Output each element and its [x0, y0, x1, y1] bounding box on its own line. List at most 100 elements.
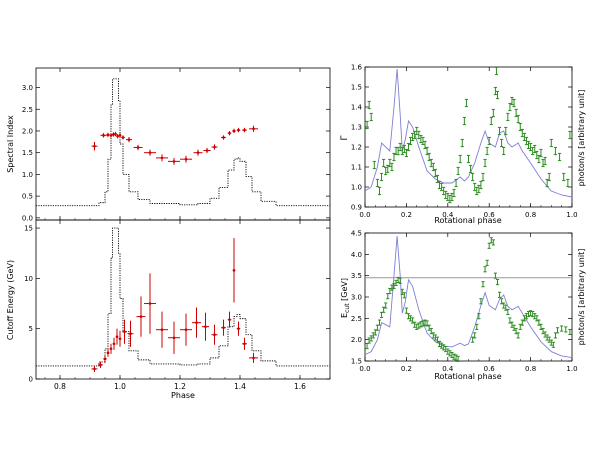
x-tick-label: 1.4: [234, 382, 246, 391]
data-point: [121, 136, 125, 139]
data-point: [109, 134, 113, 137]
data-point: [205, 149, 209, 152]
y-tick-label: 10: [24, 275, 33, 283]
cutoff-energy-plot-frame: [35, 219, 331, 380]
data-point: [102, 134, 105, 137]
ecut-y-label: Ecut [GeV]: [340, 278, 351, 318]
data-point: [228, 131, 231, 135]
x-tick-label: 1.0: [114, 382, 126, 391]
y-tick-label: 15: [24, 225, 33, 233]
y-tick-label: 4.5: [351, 230, 362, 238]
x-tick-label: 1.6: [294, 382, 306, 391]
data-point: [195, 321, 198, 324]
cutoff-energy-y-label: Cutoff Energy (GeV): [6, 260, 15, 340]
pulse-profile-curve: [36, 78, 330, 207]
data-point: [99, 363, 102, 367]
ecut-y-label-main: E: [340, 313, 349, 318]
data-point: [237, 327, 240, 330]
data-point: [243, 128, 246, 132]
data-point: [222, 326, 225, 329]
y-tick-label: 1.1: [351, 164, 362, 172]
ecut-y-label-sub: cut: [344, 303, 351, 313]
x-tick-label: 0.6: [484, 211, 496, 219]
y-tick-label: 1.5: [22, 149, 33, 157]
y-tick-label: 1.5: [351, 84, 362, 92]
y-tick-label: 1.4: [351, 104, 363, 112]
y-tick-label: 0.9: [351, 204, 362, 212]
data-point: [172, 336, 176, 340]
spectral-index-y-label: Spectral Index: [6, 115, 15, 173]
data-point: [93, 144, 96, 148]
y-tick-label: 4.0: [351, 251, 362, 259]
data-point: [252, 127, 255, 131]
x-tick-label: 0.2: [401, 365, 412, 373]
data-point: [213, 145, 216, 149]
y-tick-label: 0: [29, 376, 33, 384]
data-point: [243, 342, 246, 346]
data-point: [148, 151, 152, 154]
y-tick-label: 3.0: [351, 294, 362, 302]
x-tick-label: 0.0: [359, 211, 370, 219]
data-point: [160, 328, 164, 331]
y-tick-label: 2.0: [351, 336, 362, 344]
data-point: [118, 337, 122, 341]
data-point: [232, 269, 236, 272]
data-point: [103, 357, 107, 361]
data-point: [112, 133, 115, 136]
gamma-right-y-label: photon/s [arbitrary unit]: [577, 90, 586, 187]
light-curve-line: [364, 68, 573, 198]
data-point: [148, 302, 152, 305]
y-tick-label: 2.5: [22, 106, 33, 114]
data-point: [172, 160, 176, 163]
y-tick-label: 0.5: [22, 193, 33, 201]
data-point: [237, 128, 240, 132]
data-point: [204, 325, 207, 328]
data-point: [228, 318, 231, 321]
x-tick-label: 0.6: [484, 365, 496, 373]
pulse-profile-curve: [36, 227, 330, 367]
data-point: [112, 342, 116, 346]
data-point: [93, 367, 96, 371]
x-tick-label: 0.0: [359, 365, 370, 373]
gamma-plot-frame: [364, 66, 573, 208]
y-tick-label: 1.5: [351, 358, 362, 366]
x-tick-label: 0.4: [442, 365, 454, 373]
x-tick-label: 1.0: [566, 365, 577, 373]
data-point: [127, 138, 131, 141]
x-tick-label: 0.2: [401, 211, 412, 219]
data-point: [184, 328, 188, 331]
data-point: [196, 151, 200, 154]
data-point: [136, 146, 140, 149]
y-tick-label: 2.0: [22, 127, 33, 135]
y-tick-label: 3.5: [351, 272, 362, 280]
y-tick-label: 1.0: [351, 184, 362, 192]
data-point: [213, 333, 216, 337]
x-tick-label: 0.4: [442, 211, 454, 219]
y-tick-label: 0.0: [22, 214, 33, 222]
x-tick-label: 0.8: [54, 382, 66, 391]
data-point: [252, 356, 255, 360]
data-point: [114, 132, 117, 136]
data-point: [109, 347, 113, 351]
x-tick-label: 0.8: [525, 365, 536, 373]
y-tick-label: 3.0: [22, 84, 33, 92]
y-tick-label: 1.2: [351, 144, 362, 152]
x-tick-label: 1.0: [566, 211, 577, 219]
gamma-panel: Γ photon/s [arbitrary unit] Rotational p…: [340, 64, 586, 226]
cutoff-energy-panel: Cutoff Energy (GeV) Phase 0.8 1.0 1.2 1.4 1.…: [6, 219, 331, 400]
data-point: [160, 156, 164, 160]
y-tick-label: 1.3: [351, 124, 362, 132]
y-tick-label: 2.5: [351, 315, 362, 323]
spectral-index-plot-frame: [35, 67, 331, 221]
data-point: [106, 351, 110, 355]
ecut-right-y-label: photon/s [arbitrary unit]: [577, 249, 586, 346]
light-curve-line: [364, 235, 573, 359]
y-tick-label: 1.0: [22, 171, 33, 179]
x-tick-label: 1.2: [174, 382, 186, 391]
data-point: [232, 129, 236, 133]
data-point: [139, 315, 143, 318]
data-point: [118, 134, 122, 137]
y-tick-label: 5: [29, 325, 33, 333]
data-point: [115, 335, 119, 339]
ecut-x-label: Rotational phase: [434, 372, 501, 381]
